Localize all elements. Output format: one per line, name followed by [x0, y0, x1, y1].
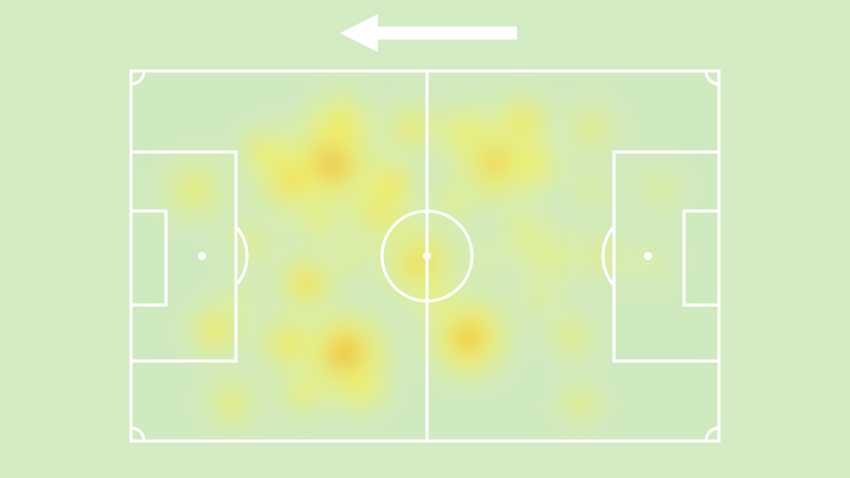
heat-point [195, 255, 281, 341]
corner-arc-top-left [130, 70, 146, 86]
right-goal-area [682, 209, 721, 307]
left-penalty-spot [198, 252, 206, 260]
corner-arc-bottom-left [130, 426, 146, 442]
corner-arc-bottom-right [704, 426, 720, 442]
left-goal-area [129, 209, 168, 307]
left-penalty-arc [234, 225, 249, 287]
attacking-direction-arrow [340, 14, 517, 52]
heat-point [315, 342, 409, 436]
heat-point [185, 356, 279, 441]
heat-point [540, 363, 620, 441]
corner-arc-top-right [704, 70, 720, 86]
heat-point [289, 71, 395, 174]
right-penalty-spot [644, 252, 652, 260]
heat-point [271, 175, 365, 269]
arrow-shaft [375, 26, 517, 40]
heat-point [221, 108, 307, 194]
heat-blobs [131, 71, 719, 441]
right-penalty-arc [601, 225, 616, 287]
arrow-head-icon [340, 14, 378, 52]
center-spot [423, 252, 431, 260]
center-circle [380, 209, 474, 303]
